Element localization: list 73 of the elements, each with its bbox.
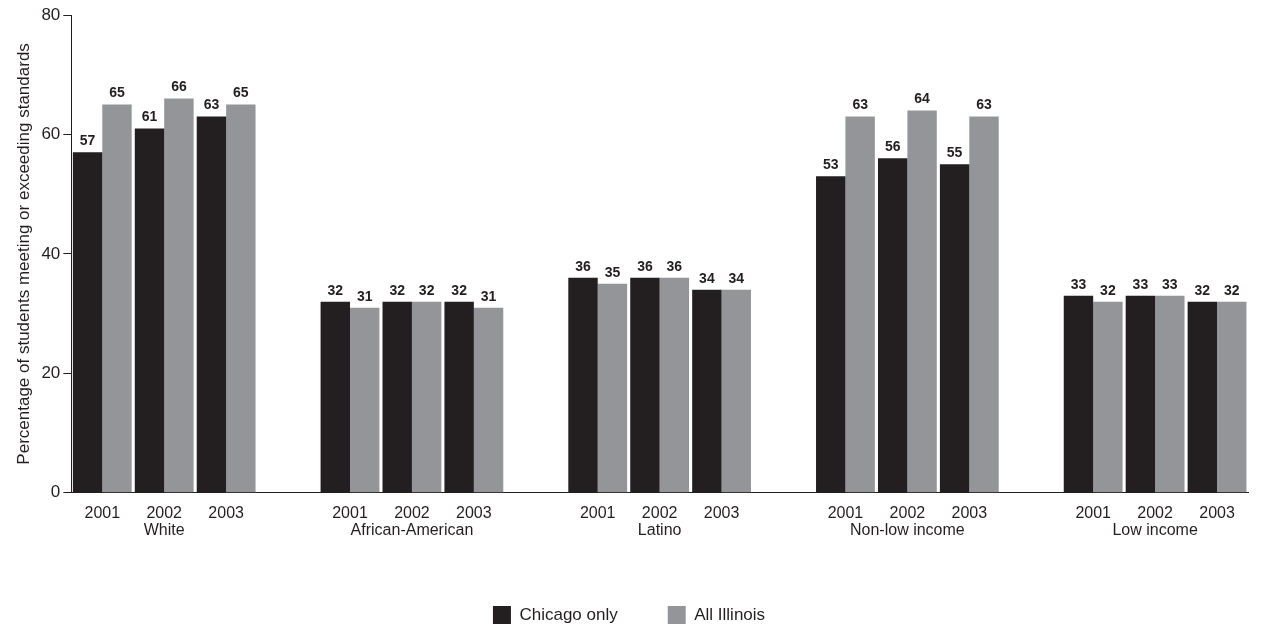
legend-label: Chicago only bbox=[519, 604, 619, 624]
x-tick-label: 2002 bbox=[1137, 503, 1173, 521]
text: White bbox=[143, 521, 185, 539]
y-tick-label: 40 bbox=[41, 243, 61, 263]
data-label: 64 bbox=[914, 90, 931, 107]
data-label: 53 bbox=[822, 156, 839, 173]
bar bbox=[907, 110, 937, 493]
data-label: 66 bbox=[171, 78, 187, 95]
data-label: 32 bbox=[327, 281, 344, 298]
data-label: 36 bbox=[637, 257, 653, 274]
x-tick-label: 2001 bbox=[579, 503, 616, 521]
data-label: 34 bbox=[728, 269, 745, 286]
data-label: 32 bbox=[1194, 281, 1211, 298]
data-label: 63 bbox=[203, 96, 220, 113]
x-tick-label: 2002 bbox=[889, 503, 926, 521]
x-tick-label: 2002 bbox=[394, 503, 430, 521]
bar bbox=[721, 289, 751, 493]
legend-label: All Illinois bbox=[694, 604, 766, 624]
bar bbox=[226, 104, 256, 493]
text: Low income bbox=[1112, 521, 1198, 539]
x-tick-label: 2001 bbox=[1075, 503, 1112, 521]
data-label: 32 bbox=[451, 281, 468, 298]
bar bbox=[1155, 295, 1185, 493]
data-label: 65 bbox=[109, 84, 125, 101]
x-tick-label: 2003 bbox=[1199, 503, 1235, 521]
y-tick-label: 20 bbox=[41, 363, 61, 383]
data-label: 63 bbox=[976, 96, 993, 113]
data-label: 35 bbox=[604, 263, 621, 280]
text: Non-low income bbox=[850, 521, 965, 539]
x-tick-label: 2001 bbox=[827, 503, 864, 521]
data-label: 32 bbox=[389, 281, 406, 298]
x-tick-label: 2001 bbox=[332, 503, 368, 521]
x-tick-label: 2002 bbox=[641, 503, 678, 521]
x-tick-label: 2003 bbox=[951, 503, 988, 521]
bar bbox=[597, 283, 628, 493]
bar bbox=[164, 98, 194, 493]
x-tick-label: 2003 bbox=[456, 503, 492, 521]
text: African-American bbox=[350, 521, 474, 539]
data-label: 34 bbox=[699, 269, 715, 286]
data-label: 31 bbox=[356, 287, 373, 304]
data-label: 32 bbox=[1223, 281, 1240, 298]
x-tick-label: 2003 bbox=[208, 503, 245, 521]
bar bbox=[411, 301, 442, 493]
data-label: 56 bbox=[884, 138, 901, 155]
y-tick-label: 60 bbox=[41, 124, 61, 144]
data-label: 61 bbox=[141, 108, 158, 125]
data-label: 32 bbox=[418, 281, 435, 298]
data-label: 57 bbox=[79, 132, 96, 149]
text: Latino bbox=[637, 521, 682, 539]
data-label: 31 bbox=[480, 287, 497, 304]
y-tick-label: 0 bbox=[50, 482, 61, 502]
data-label: 33 bbox=[1132, 275, 1149, 292]
data-label: 63 bbox=[852, 96, 869, 113]
y-tick-label: 80 bbox=[41, 4, 61, 24]
bar bbox=[969, 116, 999, 493]
bar bbox=[845, 116, 875, 493]
data-label: 65 bbox=[233, 84, 249, 101]
data-label: 55 bbox=[946, 144, 963, 161]
data-label: 36 bbox=[575, 257, 592, 274]
bar bbox=[1093, 301, 1123, 493]
x-tick-label: 2001 bbox=[84, 503, 121, 521]
x-tick-label: 2002 bbox=[146, 503, 183, 521]
x-tick-label: 2003 bbox=[703, 503, 740, 521]
data-label: 32 bbox=[1100, 281, 1116, 298]
y-axis-title: Percentage of students meeting or exceeding standards bbox=[13, 43, 33, 465]
data-label: 36 bbox=[666, 257, 683, 274]
bar bbox=[473, 307, 504, 493]
bar bbox=[1217, 301, 1247, 493]
data-label: 33 bbox=[1070, 275, 1087, 292]
bar bbox=[659, 277, 690, 493]
bar bbox=[350, 307, 380, 493]
data-label: 33 bbox=[1162, 275, 1178, 292]
bar bbox=[102, 104, 132, 493]
